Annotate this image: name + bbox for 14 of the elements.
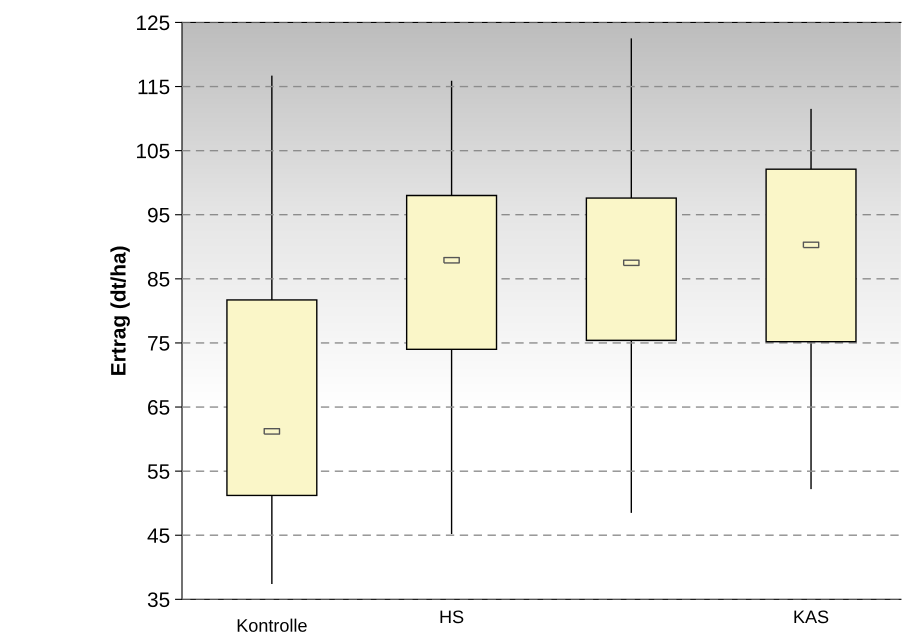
y-tick-label: 105 — [137, 144, 170, 158]
x-tick-label: KAS — [794, 610, 828, 624]
y-tick-label: 45 — [148, 528, 170, 543]
y-tick-label: 75 — [148, 336, 170, 351]
y-tick-label: 35 — [148, 592, 170, 608]
y-tick-label: 65 — [148, 400, 170, 415]
y-axis-title: Ertrag (dt/ha) — [110, 246, 130, 375]
x-tick-label: HS — [440, 610, 464, 624]
y-tick-label: 95 — [148, 208, 170, 222]
y-tick-label: 55 — [148, 464, 170, 479]
y-tick-label: 125 — [137, 15, 170, 30]
y-tick-label: 85 — [148, 272, 170, 287]
x-tick-label: Kontrolle — [238, 618, 307, 632]
y-tick-label: 115 — [138, 80, 170, 94]
